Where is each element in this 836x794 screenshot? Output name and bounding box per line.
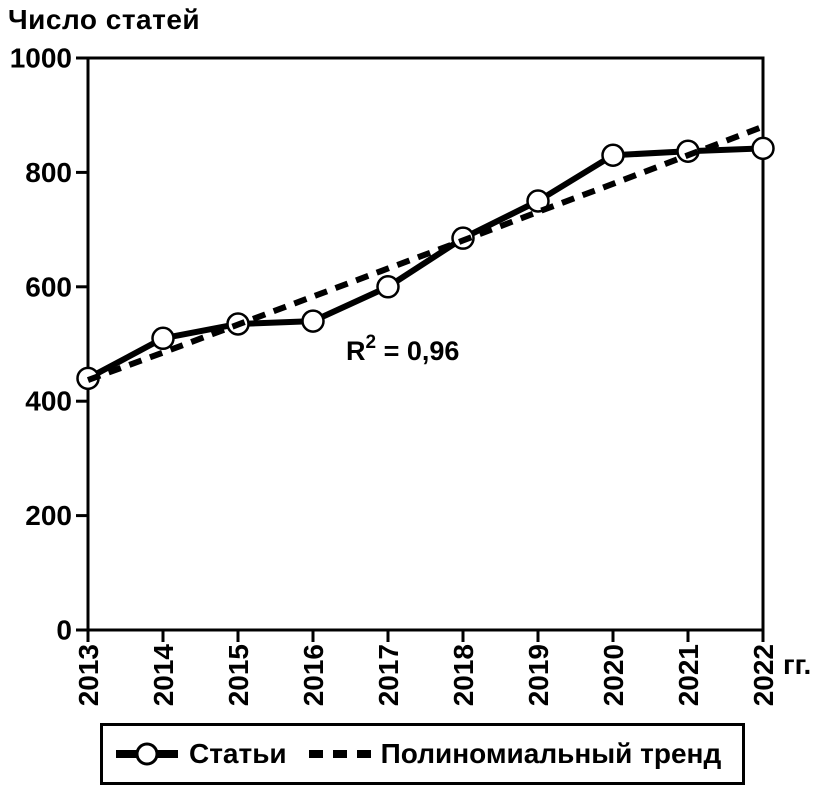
- data-point-marker: [151, 326, 175, 351]
- x-axis-tick-label: 2014: [148, 644, 179, 707]
- y-axis-tick-label: 0: [56, 615, 72, 646]
- x-axis-tick-label: 2017: [373, 644, 404, 706]
- solid-line-circle-marker-icon: [116, 742, 178, 766]
- x-axis-tick-label: 2016: [298, 644, 329, 706]
- r-squared-superscript: 2: [365, 332, 377, 353]
- legend-item-trend: Полиномиальный тренд: [308, 738, 722, 770]
- x-axis-tick-label: 2013: [73, 644, 104, 706]
- x-axis-unit-label: гг.: [783, 649, 812, 680]
- dashed-line-marker-icon: [308, 750, 371, 758]
- plot-border: [86, 56, 765, 632]
- r-squared-annotation: R2 = 0,96: [346, 332, 460, 367]
- r-squared-value: = 0,96: [376, 336, 460, 366]
- legend-label-articles: Статьи: [189, 738, 287, 769]
- x-axis-tick-label: 2020: [598, 644, 629, 706]
- trend-line: [86, 123, 765, 383]
- data-point-marker: [751, 136, 775, 161]
- legend-item-articles: Статьи: [115, 738, 287, 770]
- r-squared-base: R: [346, 336, 366, 366]
- chart-title: Число статей: [8, 4, 201, 35]
- series-line: [86, 145, 764, 381]
- y-axis-tick-label: 600: [25, 271, 72, 302]
- x-axis-tick-label: 2019: [523, 644, 554, 706]
- y-axis-tick-label: 400: [25, 386, 72, 417]
- legend-box: Статьи Полиномиальный тренд: [100, 723, 745, 785]
- x-axis-tick-label: 2018: [448, 644, 479, 706]
- data-point-marker: [526, 189, 550, 213]
- legend-label-trend: Полиномиальный тренд: [380, 738, 722, 769]
- data-point-marker: [376, 275, 400, 299]
- data-point-marker: [601, 143, 625, 167]
- data-point-marker: [301, 309, 325, 333]
- y-axis-tick-label: 1000: [10, 43, 72, 74]
- x-axis-tick-label: 2015: [223, 644, 254, 706]
- x-axis-tick-label: 2021: [673, 644, 704, 706]
- data-point-marker: [676, 139, 700, 163]
- y-axis-tick-label: 200: [25, 500, 72, 531]
- y-axis-tick-label: 800: [25, 157, 72, 188]
- x-axis-tick-label: 2022: [748, 644, 779, 706]
